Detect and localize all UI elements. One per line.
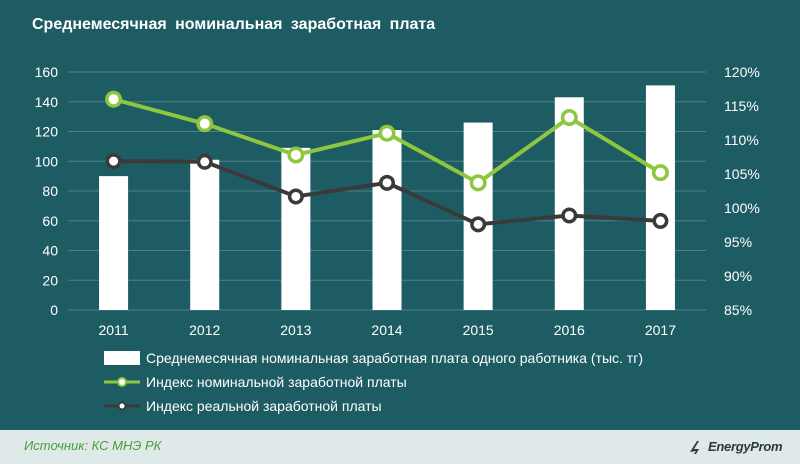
left-axis-tick-label: 100 xyxy=(35,153,59,169)
real-index-marker-core-2015 xyxy=(473,219,483,229)
left-axis-tick-label: 40 xyxy=(42,243,58,259)
nominal-index-marker-core-2014 xyxy=(382,128,392,139)
left-axis-tick-label: 140 xyxy=(35,94,59,110)
x-axis-tick-label: 2017 xyxy=(645,322,676,338)
legend-label-real: Индекс реальной заработной платы xyxy=(146,398,382,414)
legend-item-bars: Среднемесячная номинальная заработная пл… xyxy=(104,348,744,368)
brand-name: EnergyProm xyxy=(708,439,783,454)
chart-title: Среднемесячная номинальная заработная пл… xyxy=(32,16,436,33)
source-note: Источник: КС МНЭ РК xyxy=(24,438,162,453)
bar-2016 xyxy=(554,97,584,310)
bar-2012 xyxy=(190,159,220,310)
left-axis-tick-label: 0 xyxy=(50,302,58,318)
right-axis-tick-label: 110% xyxy=(724,132,759,148)
x-axis-tick-label: 2011 xyxy=(99,322,129,338)
bar-2015 xyxy=(463,122,493,310)
left-axis-tick-label: 60 xyxy=(42,213,58,229)
left-axis-tick-label: 160 xyxy=(35,64,59,80)
right-axis-tick-label: 105% xyxy=(724,166,760,182)
legend-bar-swatch xyxy=(104,351,140,365)
legend-item-nominal: Индекс номинальной заработной платы xyxy=(104,372,504,392)
left-axis-tick-label: 120 xyxy=(35,124,59,140)
bar-2011 xyxy=(99,176,129,310)
real-index-marker-core-2016 xyxy=(564,210,574,220)
right-axis-tick-label: 115% xyxy=(724,98,759,114)
brand-logo: EnergyProm xyxy=(688,436,788,458)
x-axis-tick-label: 2015 xyxy=(463,322,494,338)
x-axis-tick-label: 2014 xyxy=(371,322,402,338)
real-index-marker-core-2012 xyxy=(200,157,210,167)
right-axis-tick-label: 90% xyxy=(724,268,752,284)
right-axis-tick-label: 120% xyxy=(724,64,760,80)
legend-real-marker xyxy=(117,401,127,411)
legend-label-nominal: Индекс номинальной заработной платы xyxy=(146,374,407,390)
real-index-marker-core-2011 xyxy=(109,156,119,166)
legend-label-bars: Среднемесячная номинальная заработная пл… xyxy=(146,350,643,366)
nominal-index-marker-core-2011 xyxy=(108,94,119,105)
real-index-marker-core-2013 xyxy=(291,191,301,201)
x-axis-tick-label: 2012 xyxy=(189,322,220,338)
right-axis-tick-label: 95% xyxy=(724,234,752,250)
real-index-marker-core-2017 xyxy=(655,216,665,226)
nominal-index-marker-core-2016 xyxy=(564,112,575,123)
nominal-index-marker-core-2012 xyxy=(199,118,210,129)
left-axis-tick-label: 20 xyxy=(42,272,58,288)
bar-2014 xyxy=(372,130,402,310)
nominal-index-marker-core-2017 xyxy=(655,167,666,178)
footer-bar: Источник: КС МНЭ РК EnergyProm xyxy=(0,430,800,464)
right-axis-tick-label: 85% xyxy=(724,302,752,318)
energyprom-logo-icon xyxy=(690,441,699,454)
nominal-index-marker-core-2015 xyxy=(473,177,484,188)
real-index-marker-core-2014 xyxy=(382,178,392,188)
bar-2013 xyxy=(281,147,311,310)
nominal-index-marker-core-2013 xyxy=(290,149,301,160)
bar-2017 xyxy=(645,85,675,310)
legend-nominal-marker xyxy=(117,377,127,387)
right-axis-tick-label: 100% xyxy=(724,200,760,216)
x-axis-tick-label: 2016 xyxy=(554,322,585,338)
legend-item-real: Индекс реальной заработной платы xyxy=(104,396,504,416)
x-axis-tick-label: 2013 xyxy=(280,322,311,338)
left-axis-tick-label: 80 xyxy=(42,183,58,199)
